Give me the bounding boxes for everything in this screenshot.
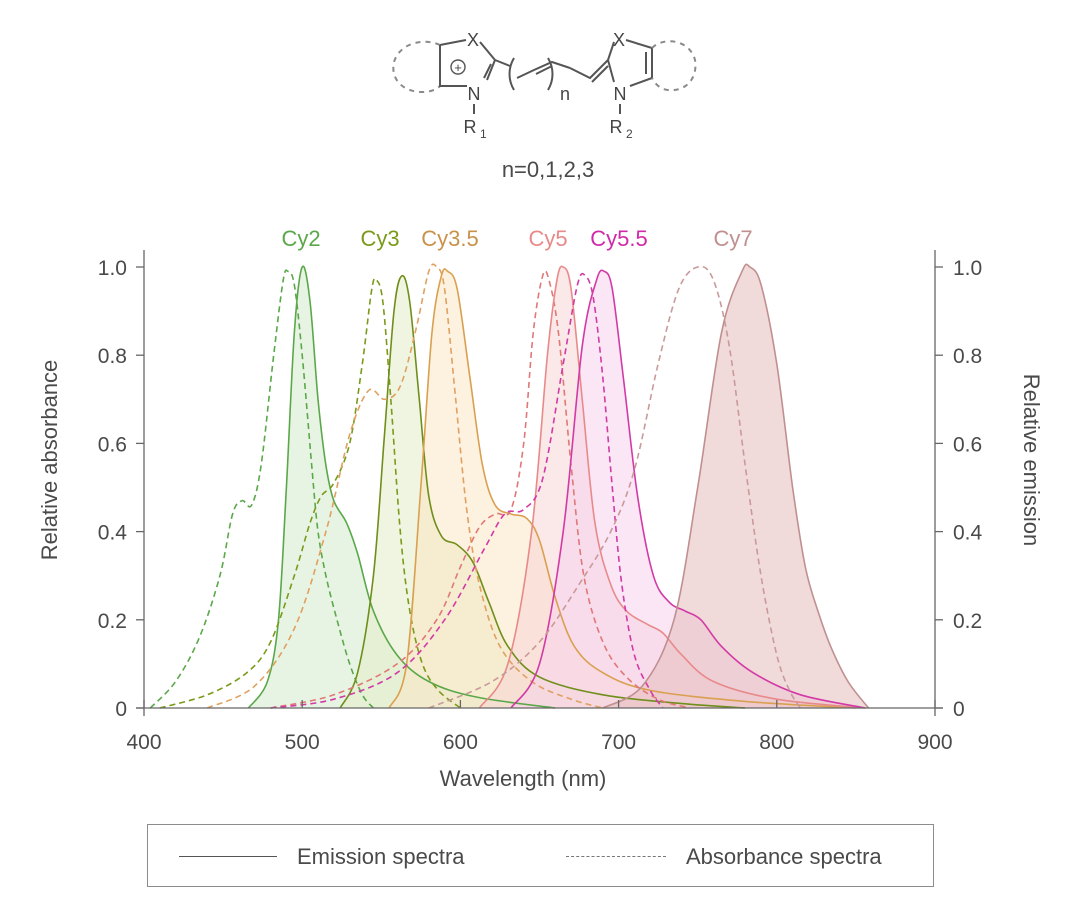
- cy7-emission-fill: [602, 264, 869, 708]
- right-y-tick-label: 0.2: [953, 610, 982, 633]
- dye-label-cy3-5: Cy3.5: [421, 226, 478, 251]
- spectra-lines: [149, 263, 870, 709]
- legend-item-emission: Emission spectra: [179, 825, 465, 888]
- legend-item-absorbance: Absorbance spectra: [566, 825, 882, 888]
- right-y-tick-label: 0.8: [953, 345, 982, 368]
- right-y-axis-title: Relative emission: [1019, 374, 1044, 546]
- cy2-emission-fill: [248, 266, 556, 708]
- left-y-axis-title: Relative absorbance: [37, 360, 62, 561]
- svg-text:R: R: [464, 117, 477, 137]
- left-y-tick-label: 0.6: [98, 433, 127, 456]
- dye-label-cy5: Cy5: [528, 226, 567, 251]
- left-y-tick-label: 0.8: [98, 345, 127, 368]
- left-y-tick-label: 0.4: [98, 522, 128, 545]
- svg-text:1: 1: [480, 127, 487, 141]
- right-y-tick-label: 0: [953, 698, 965, 721]
- legend-label-emission: Emission spectra: [297, 843, 465, 869]
- cy7-absorbance-line: [428, 265, 802, 709]
- positive-charge-icon: [450, 59, 466, 75]
- x-tick-label: 900: [917, 731, 952, 754]
- svg-text:X: X: [613, 30, 625, 50]
- x-tick-label: 700: [601, 731, 636, 754]
- right-bracket: [547, 57, 554, 91]
- y-ticks: 0 0 0.2 0.2 0.4 0.4 0.6 0.6 0.8 0.8 1.0 1.0: [98, 257, 983, 721]
- legend-label-absorbance: Absorbance spectra: [686, 843, 882, 869]
- cy2-emission-line: [247, 265, 556, 709]
- solid-line-swatch-icon: [179, 856, 277, 857]
- cy3-5-absorbance-line: [206, 263, 604, 709]
- svg-text:2: 2: [626, 127, 633, 141]
- dashed-line-swatch-icon: [566, 856, 666, 857]
- axes: 400 500 600 700 800 900 0 00.2 0.20.4 0.40.6 0.60…: [37, 250, 1044, 791]
- x-axis-title: Wavelength (nm): [440, 766, 607, 791]
- svg-text:X: X: [467, 30, 479, 50]
- dye-label-cy2: Cy2: [281, 226, 320, 251]
- n-values-caption: n=0,1,2,3: [502, 157, 594, 182]
- svg-text:R: R: [610, 117, 623, 137]
- emission-fill-areas: [248, 264, 869, 708]
- x-tick-label: 400: [126, 731, 161, 754]
- x-ticks: 400 500 600 700 800 900: [126, 700, 953, 754]
- cy5-absorbance-line: [270, 270, 691, 709]
- svg-text:N: N: [468, 84, 481, 104]
- x-tick-label: 800: [759, 731, 794, 754]
- cy3-emission-line: [339, 274, 746, 709]
- dye-label-cy5-5: Cy5.5: [590, 226, 647, 251]
- cy3-5-emission-line: [388, 268, 856, 709]
- svg-text:+: +: [454, 60, 462, 75]
- cyanine-structure-diagram: + X N R 1 n X N R 2 n=0,1,2,3: [392, 30, 697, 182]
- cy5-5-absorbance-line: [270, 272, 664, 709]
- dye-label-cy7: Cy7: [713, 226, 752, 251]
- left-bracket: [508, 57, 515, 91]
- right-fused-ring-icon: [651, 40, 697, 92]
- dye-labels: Cy2 Cy3 Cy3.5 Cy5 Cy5.5 Cy7: [281, 226, 752, 251]
- x-tick-label: 600: [443, 731, 478, 754]
- x-tick-label: 500: [285, 731, 320, 754]
- cy5-emission-line: [478, 265, 864, 709]
- left-y-tick-label: 0: [115, 698, 127, 721]
- cy5-5-emission-fill: [511, 270, 866, 708]
- right-y-tick-label: 0.6: [953, 433, 982, 456]
- dye-label-cy3: Cy3: [360, 226, 399, 251]
- left-fused-ring-icon: [392, 40, 441, 94]
- cy2-absorbance-line: [149, 269, 375, 709]
- cy5-5-emission-line: [510, 269, 866, 709]
- svg-text:N: N: [614, 84, 627, 104]
- right-y-tick-label: 1.0: [953, 257, 982, 280]
- cy7-emission-line: [602, 263, 870, 709]
- svg-text:n: n: [560, 84, 570, 104]
- left-y-tick-label: 1.0: [98, 257, 127, 280]
- cy3-5-emission-fill: [389, 268, 856, 708]
- legend: Emission spectra Absorbance spectra: [147, 824, 934, 887]
- left-y-tick-label: 0.2: [98, 610, 127, 633]
- right-y-tick-label: 0.4: [953, 522, 983, 545]
